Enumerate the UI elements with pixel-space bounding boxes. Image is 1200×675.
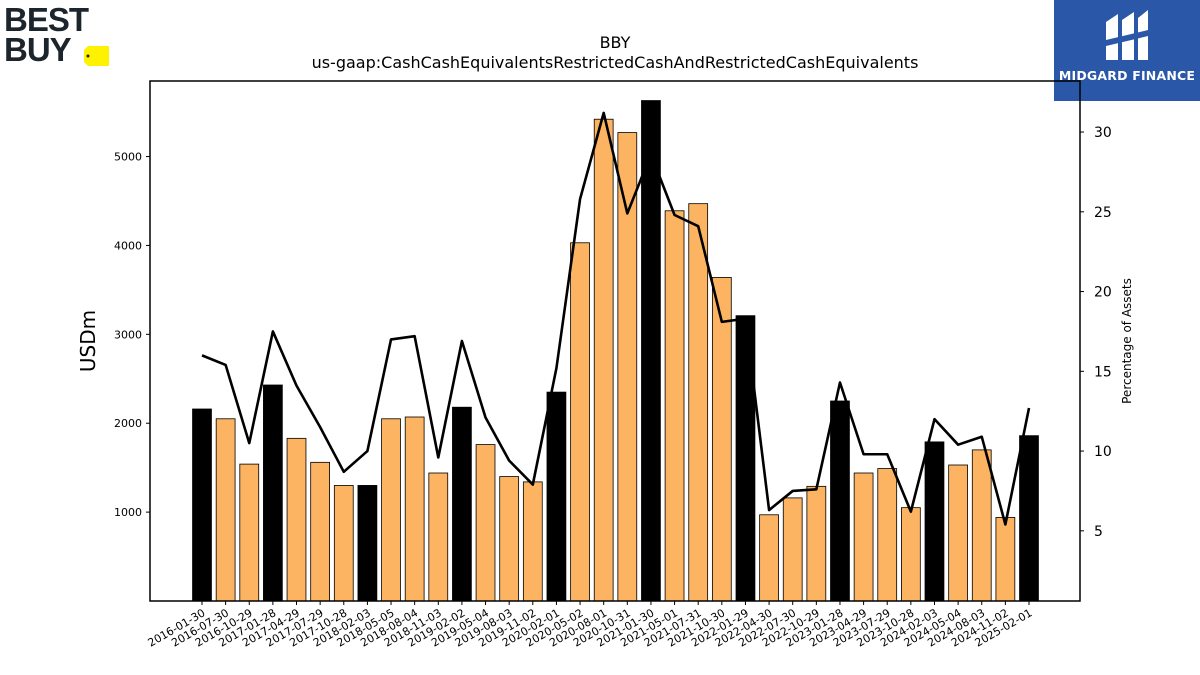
y2-tick-label: 25 [1094,205,1112,221]
bar-2024-05-04 [948,464,968,602]
bar-2024-02-03 [924,441,945,602]
bar-2017-04-29 [286,437,307,602]
bar-2020-08-01 [593,118,614,602]
y-tick-label: 4000 [114,239,142,252]
midgard-finance-label: MIDGARD FINANCE [1058,68,1196,83]
y2-tick-label: 15 [1094,364,1112,380]
bar-2025-02-01 [1019,435,1039,602]
bar-2018-11-03 [428,472,449,602]
percentage-of-assets-line [201,111,1031,526]
bar-2017-01-28 [263,384,283,602]
bar-2018-08-04 [404,416,425,602]
midgard-finance-logo: MIDGARD FINANCE [1054,0,1200,101]
y-axis-label: USDm [76,310,100,372]
plot-frame [149,80,1081,602]
bar-2020-10-31 [617,132,638,602]
y-tick-label: 3000 [114,328,142,341]
bar-2019-02-02 [452,406,472,602]
bar-2022-07-30 [782,497,803,602]
bar-2017-07-29 [310,461,330,602]
y2-tick-label: 20 [1094,285,1112,301]
y2-tick-label: 10 [1094,444,1112,460]
y2-tick-label: 30 [1094,125,1112,141]
bar-2023-10-28 [901,507,921,602]
bar-2016-10-29 [239,463,260,602]
svg-text:BUY: BUY [4,31,72,68]
bar-2021-10-30 [711,277,732,602]
bar-2023-07-29 [877,468,898,602]
bar-2016-07-30 [215,418,236,602]
chart-subtitle: us-gaap:CashCashEquivalentsRestrictedCas… [312,53,919,72]
bar-2017-10-28 [333,485,354,602]
bar-2018-05-05 [381,418,401,602]
y-tick-label: 2000 [114,417,142,430]
bar-2021-07-31 [688,203,709,602]
bar-2019-11-02 [522,481,543,602]
bar-2024-11-02 [995,517,1016,602]
bar-2022-01-29 [735,315,756,602]
bar-2020-05-02 [570,242,590,602]
bar-2023-01-28 [830,400,850,602]
y2-axis-label: Percentage of Assets [1120,278,1134,404]
y-tick-label: 5000 [114,151,142,164]
best-buy-logo: BEST BUY [4,1,114,70]
bar-2021-01-30 [641,100,661,602]
bar-2023-04-29 [853,472,874,602]
bar-2022-04-30 [759,514,779,602]
chart-title: BBY [600,33,631,52]
bar-2019-08-03 [499,476,520,602]
svg-text:BEST: BEST [4,4,89,38]
bar-2022-10-29 [806,485,827,602]
midgard-emblem-icon [1106,10,1148,60]
y2-tick-label: 5 [1094,524,1103,540]
bar-2019-05-04 [475,444,496,602]
bar-2024-08-03 [971,449,992,602]
bar-2021-05-01 [664,210,685,602]
bar-2016-01-30 [192,408,212,602]
bar-2018-02-03 [357,485,378,602]
y-tick-label: 1000 [114,506,142,519]
bar-2020-02-01 [546,391,567,602]
